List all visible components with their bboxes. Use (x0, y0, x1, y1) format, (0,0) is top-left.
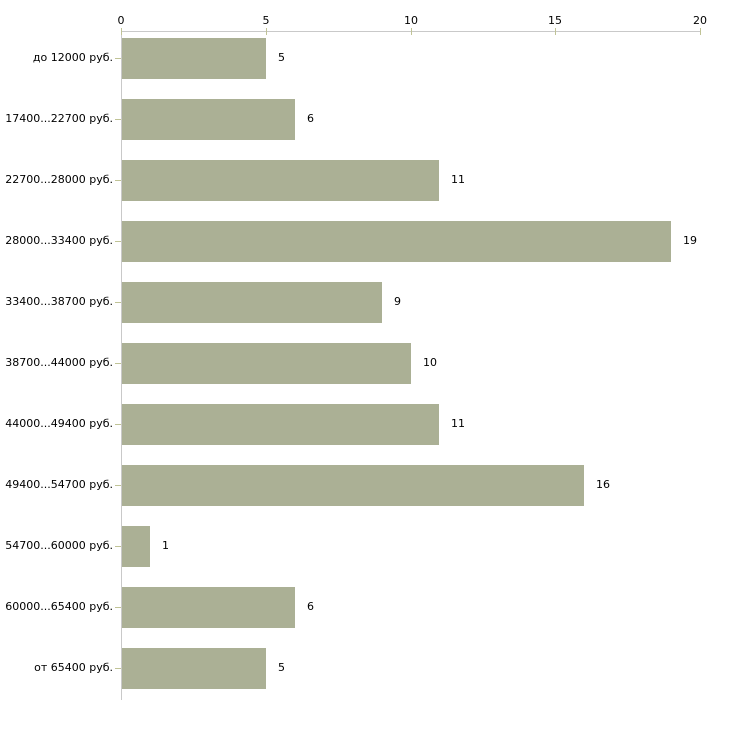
category-tick (115, 241, 121, 242)
bar (122, 465, 584, 506)
category-label: до 12000 руб. (32, 51, 113, 64)
category-tick (115, 363, 121, 364)
bar (122, 160, 439, 201)
x-axis-tick (700, 28, 701, 35)
category-label: 38700...44000 руб. (5, 356, 113, 369)
bar (122, 343, 411, 384)
bar (122, 282, 382, 323)
bar (122, 221, 671, 262)
category-label: 60000...65400 руб. (5, 600, 113, 613)
bar (122, 404, 439, 445)
value-label: 6 (307, 600, 314, 613)
value-label: 16 (596, 478, 610, 491)
x-axis-tick-label: 0 (117, 14, 125, 27)
value-label: 11 (451, 173, 465, 186)
category-label: 22700...28000 руб. (5, 173, 113, 186)
category-tick (115, 302, 121, 303)
value-label: 19 (683, 234, 697, 247)
category-tick (115, 58, 121, 59)
category-label: 17400...22700 руб. (5, 112, 113, 125)
x-axis-tick-label: 20 (693, 14, 707, 27)
x-axis-tick-label: 10 (404, 14, 418, 27)
value-label: 5 (278, 51, 285, 64)
bar (122, 587, 295, 628)
category-tick (115, 546, 121, 547)
category-tick (115, 180, 121, 181)
category-tick (115, 668, 121, 669)
y-axis-line (121, 31, 122, 700)
x-axis-tick (121, 28, 122, 35)
x-axis-tick-label: 5 (262, 14, 270, 27)
category-label: 54700...60000 руб. (5, 539, 113, 552)
value-label: 5 (278, 661, 285, 674)
category-label: 49400...54700 руб. (5, 478, 113, 491)
category-tick (115, 119, 121, 120)
x-axis-tick (266, 28, 267, 35)
x-axis-line (121, 31, 700, 32)
bar (122, 526, 150, 567)
category-label: от 65400 руб. (34, 661, 113, 674)
value-label: 1 (162, 539, 169, 552)
x-axis-tick (411, 28, 412, 35)
category-tick (115, 485, 121, 486)
bar (122, 99, 295, 140)
bar (122, 648, 266, 689)
value-label: 9 (394, 295, 401, 308)
value-label: 10 (423, 356, 437, 369)
value-label: 6 (307, 112, 314, 125)
x-axis-tick-label: 15 (548, 14, 562, 27)
bar (122, 38, 266, 79)
value-label: 11 (451, 417, 465, 430)
category-tick (115, 424, 121, 425)
category-label: 33400...38700 руб. (5, 295, 113, 308)
category-label: 28000...33400 руб. (5, 234, 113, 247)
category-tick (115, 607, 121, 608)
x-axis-tick (555, 28, 556, 35)
category-label: 44000...49400 руб. (5, 417, 113, 430)
